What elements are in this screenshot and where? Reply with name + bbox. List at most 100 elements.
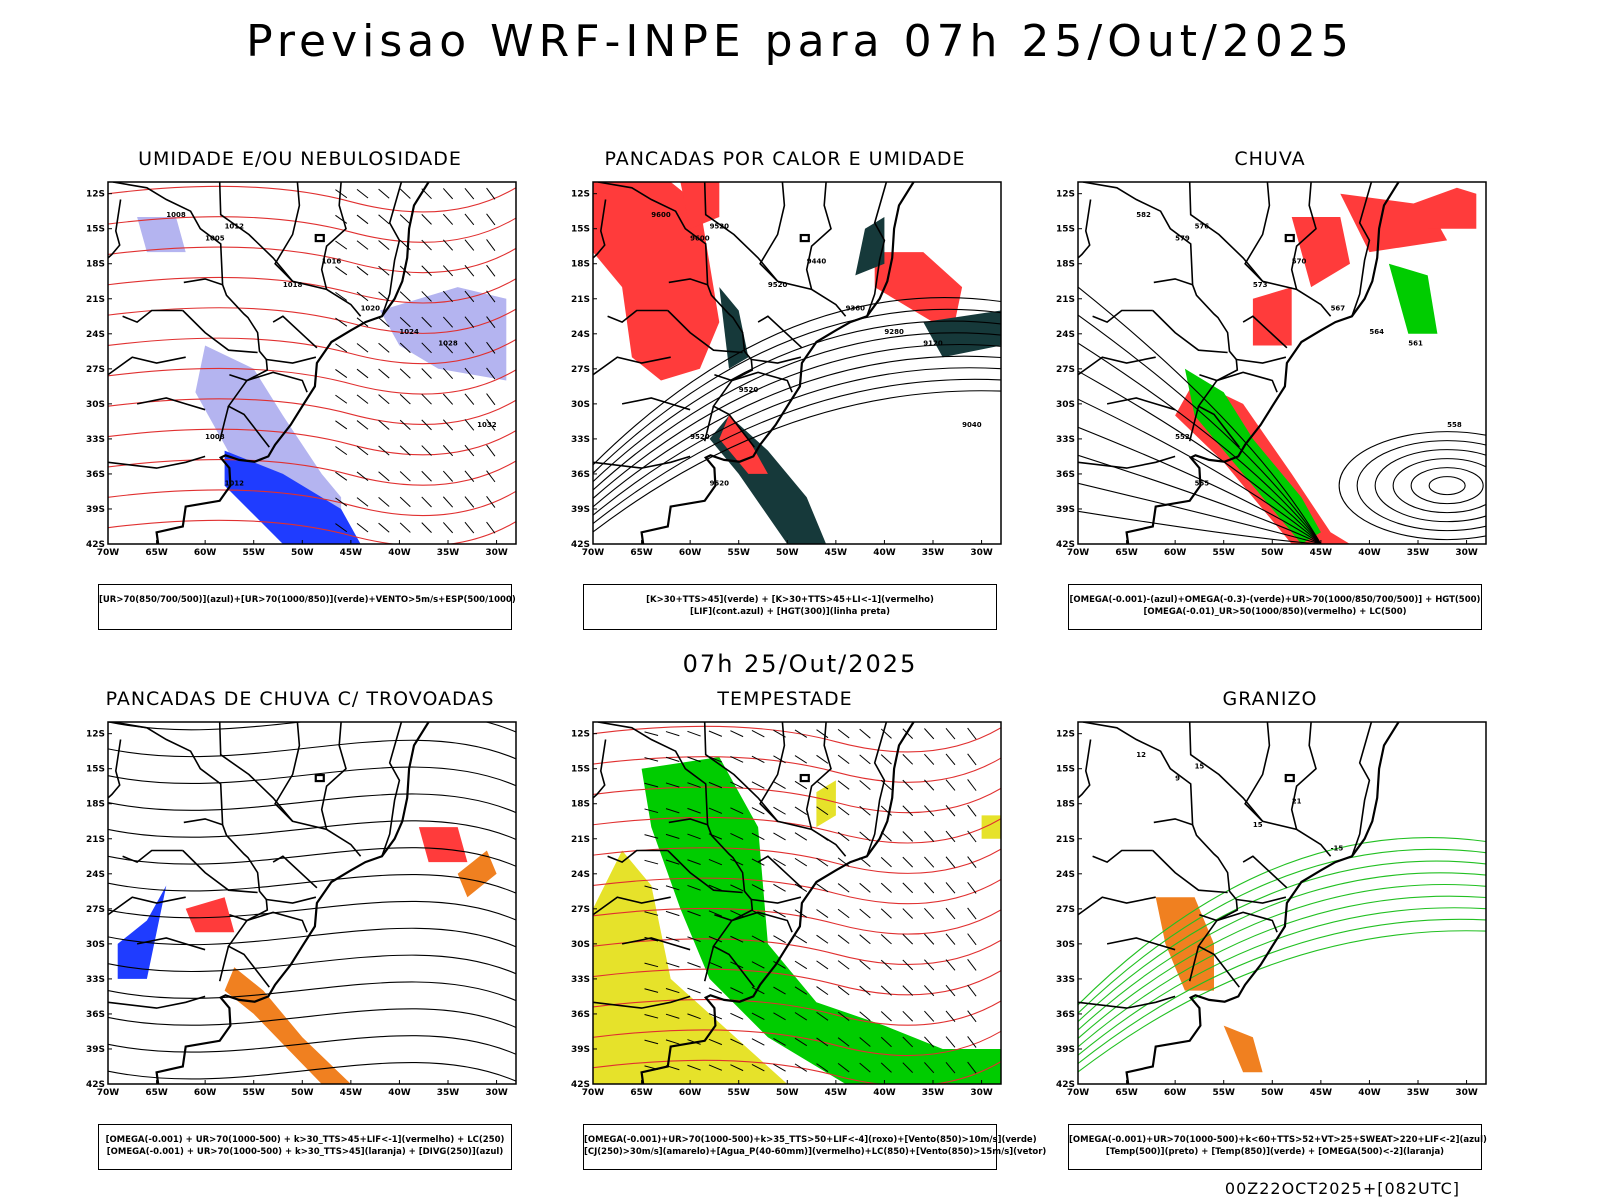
lat-label: 18S: [1056, 260, 1075, 270]
map-body: 12 9 15 15 21 -15: [1078, 722, 1486, 1084]
wind-arrow: [356, 291, 369, 302]
wind-arrow: [967, 1036, 977, 1048]
border-line: [621, 397, 691, 411]
contour-line: [1078, 918, 1486, 1065]
lat-label: 27S: [86, 905, 105, 915]
wind-arrow: [773, 1038, 786, 1046]
wind-arrow: [967, 804, 977, 817]
wind-arrow: [816, 729, 829, 739]
lon-label: 55W: [242, 1088, 265, 1098]
wind-arrow: [644, 911, 659, 916]
lon-label: 50W: [776, 1088, 799, 1098]
border-line: [866, 182, 888, 317]
wind-arrow: [464, 419, 475, 431]
lon-label: 70W: [582, 548, 605, 558]
lat-label: 39S: [571, 1045, 590, 1055]
lon-label: 65W: [630, 1088, 653, 1098]
legend-line-1: [UR>70(850/700/500)](azul)+[UR>70(1000/8…: [99, 595, 516, 605]
lat-label: 36S: [86, 470, 105, 480]
contour-label: 1024: [399, 328, 419, 336]
border-line: [229, 911, 308, 933]
lat-label: 33S: [1056, 975, 1075, 985]
contour-label: 12: [1136, 751, 1146, 759]
contour-line: [108, 398, 516, 425]
wind-arrow: [378, 240, 390, 250]
lon-label: 60W: [679, 1088, 702, 1098]
border-line: [667, 309, 743, 354]
contour-line: [593, 847, 1001, 874]
lon-label: 50W: [291, 548, 314, 558]
lat-label: 27S: [1056, 365, 1075, 375]
wind-arrow: [773, 755, 786, 764]
contour-line: [1078, 454, 1322, 544]
lat-label: 36S: [571, 470, 590, 480]
wind-arrow: [464, 393, 475, 405]
map-frame: [107, 181, 517, 545]
lat-label: 15S: [1056, 765, 1075, 775]
contour-label: 9520: [739, 386, 759, 394]
wind-arrow: [687, 884, 701, 891]
shaded-field: [1408, 187, 1477, 229]
panel-trovoadas: PANCADAS DE CHUVA C/ TROVOADAS 12S 15S 18S…: [80, 688, 520, 1170]
contour-lines: [593, 297, 1001, 533]
contour-line: [593, 999, 1001, 1026]
wind-arrow: [945, 882, 956, 894]
border-line: [607, 309, 668, 324]
border-line: [1244, 722, 1271, 822]
border-line: [136, 937, 206, 951]
lat-label: 15S: [86, 225, 105, 235]
wind-arrow: [378, 214, 390, 225]
panel-title: PANCADAS POR CALOR E UMIDADE: [604, 148, 966, 170]
contour-line: [108, 428, 516, 456]
panel-legend: [OMEGA(-0.001)+UR>70(1000-500)+k<60+TTS>…: [1068, 1124, 1487, 1170]
wind-arrow: [356, 522, 369, 533]
contour-label: 9520: [768, 281, 788, 289]
contour-line: [108, 1062, 516, 1082]
wind-arrow: [421, 214, 432, 225]
contour-line: [108, 981, 516, 1002]
wind-arrow: [902, 728, 914, 739]
panel-title: UMIDADE E/OU NEBULOSIDADE: [138, 148, 462, 170]
wind-arrow: [421, 342, 432, 354]
legend-line-1: [OMEGA(-0.001)+UR>70(1000-500)+k>35_TTS>…: [584, 1135, 1037, 1145]
wind-arrow: [945, 727, 956, 740]
wind-arrow: [880, 857, 892, 868]
wind-arrow: [816, 960, 829, 970]
wind-arrow: [665, 1013, 680, 1019]
wind-arrow: [399, 316, 411, 328]
lat-label: 18S: [1056, 800, 1075, 810]
contour-label: 21: [1292, 798, 1302, 806]
map-body: [108, 722, 516, 1084]
contour-label: 9120: [923, 339, 943, 347]
wind-arrow: [880, 959, 892, 971]
border-line: [122, 309, 183, 324]
lat-label: 33S: [571, 435, 590, 445]
lat-label: 21S: [86, 295, 105, 305]
wind-arrow: [687, 782, 701, 788]
border-line: [751, 356, 802, 364]
wind-arrow: [687, 859, 701, 865]
border-line: [593, 199, 607, 259]
wind-arrow: [442, 265, 454, 277]
wind-arrow: [356, 394, 369, 404]
shaded-field: [457, 850, 497, 898]
wind-arrow: [837, 985, 850, 996]
wind-arrow: [773, 909, 786, 918]
border-line: [1153, 278, 1193, 286]
lat-label: 18S: [86, 260, 105, 270]
border-line: [218, 946, 230, 982]
wind-arrow: [378, 265, 390, 276]
contour-line: [108, 900, 516, 921]
contour-line: [108, 954, 516, 975]
contour-line: [108, 722, 516, 733]
lat-label: 12S: [1056, 730, 1075, 740]
shaded-field: [874, 252, 963, 334]
border-line: [108, 739, 122, 799]
wind-arrow: [773, 781, 786, 789]
panel-legend: [UR>70(850/700/500)](azul)+[UR>70(1000/8…: [98, 584, 516, 630]
lon-label: 65W: [145, 1088, 168, 1098]
lon-label: 60W: [194, 548, 217, 558]
wind-arrow: [751, 729, 765, 738]
shaded-field: [117, 885, 167, 979]
border-line: [757, 315, 803, 349]
